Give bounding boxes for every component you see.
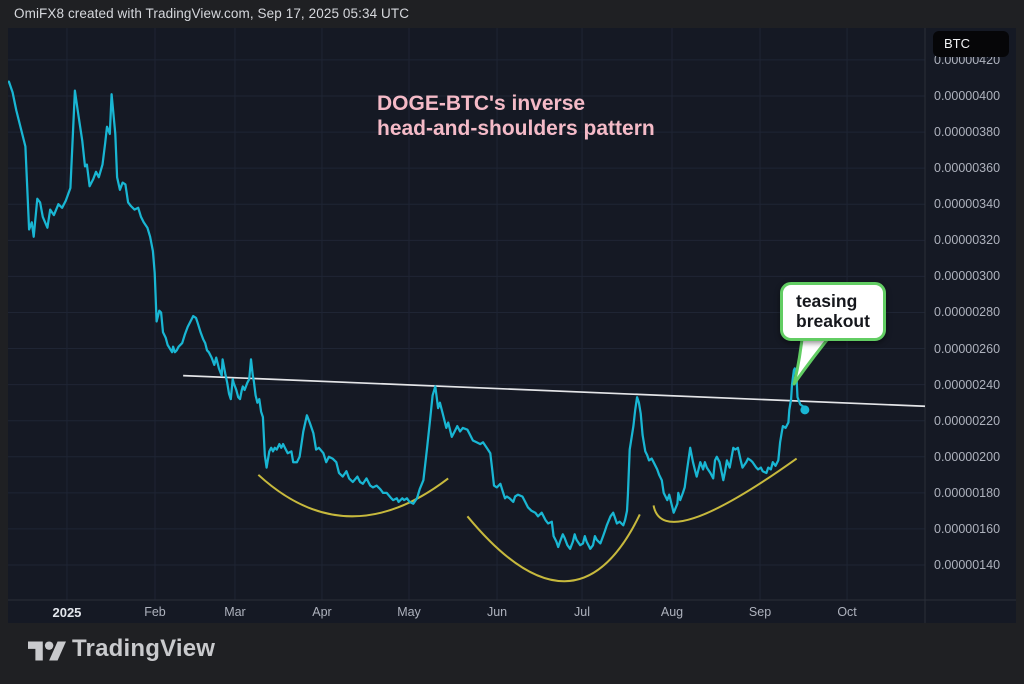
trendline[interactable] xyxy=(183,374,926,408)
price-axis-label: 0.00000280 xyxy=(934,305,1001,320)
price-axis-label: 0.00000240 xyxy=(934,377,1001,392)
price-axis-label: 0.00000160 xyxy=(934,521,1001,536)
symbol-badge[interactable]: BTC xyxy=(933,31,1009,57)
chart-widget[interactable]: 0.00000420 0.00000400 0.00000380 0.00000360… xyxy=(8,28,1016,623)
pattern-annotation-line2: head-and-shoulders pattern xyxy=(377,116,655,140)
time-axis-label-year: 2025 xyxy=(52,605,82,620)
breakout-callout-line2: breakout xyxy=(796,311,870,332)
pattern-annotation: DOGE-BTC's inverse head-and-shoulders pa… xyxy=(377,92,655,142)
price-axis-label: 0.00000340 xyxy=(934,197,1001,212)
breakout-callout-line1: teasing xyxy=(796,291,858,311)
time-axis-label: Oct xyxy=(837,605,857,619)
time-axis-label: Mar xyxy=(224,605,246,619)
price-axis-label: 0.00000220 xyxy=(934,413,1001,428)
left-shoulder-arc xyxy=(257,474,449,518)
attribution-text: OmiFX8 created with TradingView.com, Sep… xyxy=(14,6,410,21)
time-axis-label: Aug xyxy=(660,605,684,619)
time-axis-label: Jun xyxy=(486,605,508,619)
price-axis-label: 0.00000300 xyxy=(934,269,1001,284)
price-axis-label: 0.00000400 xyxy=(934,89,1001,103)
time-axis-label: May xyxy=(397,605,421,619)
price-axis-label: 0.00000320 xyxy=(934,233,1001,248)
price-axis-label: 0.00000180 xyxy=(934,485,1001,500)
price-axis-label: 0.00000260 xyxy=(934,341,1001,356)
head-arc xyxy=(466,514,641,583)
time-axis-label: Sep xyxy=(748,605,772,619)
right-shoulder-arc xyxy=(652,457,798,523)
price-axis-label: 0.00000360 xyxy=(934,161,1001,176)
price-axis-label: 0.00000200 xyxy=(934,449,1001,464)
time-axis-label: Feb xyxy=(144,605,166,619)
tradingview-logo-icon xyxy=(28,641,66,661)
footer-bar: TradingView xyxy=(0,623,1024,684)
breakout-callout: teasing breakout xyxy=(780,282,886,342)
price-axis-label: 0.00000140 xyxy=(934,558,1001,572)
time-axis-label: Apr xyxy=(312,605,332,619)
pattern-annotation-line1: DOGE-BTC's inverse xyxy=(377,92,586,115)
tradingview-logo-text: TradingView xyxy=(72,635,216,662)
time-axis-label: Jul xyxy=(574,605,591,619)
price-axis-label: 0.00000380 xyxy=(934,125,1001,140)
price-line xyxy=(8,80,807,550)
last-price-dot xyxy=(800,405,810,415)
